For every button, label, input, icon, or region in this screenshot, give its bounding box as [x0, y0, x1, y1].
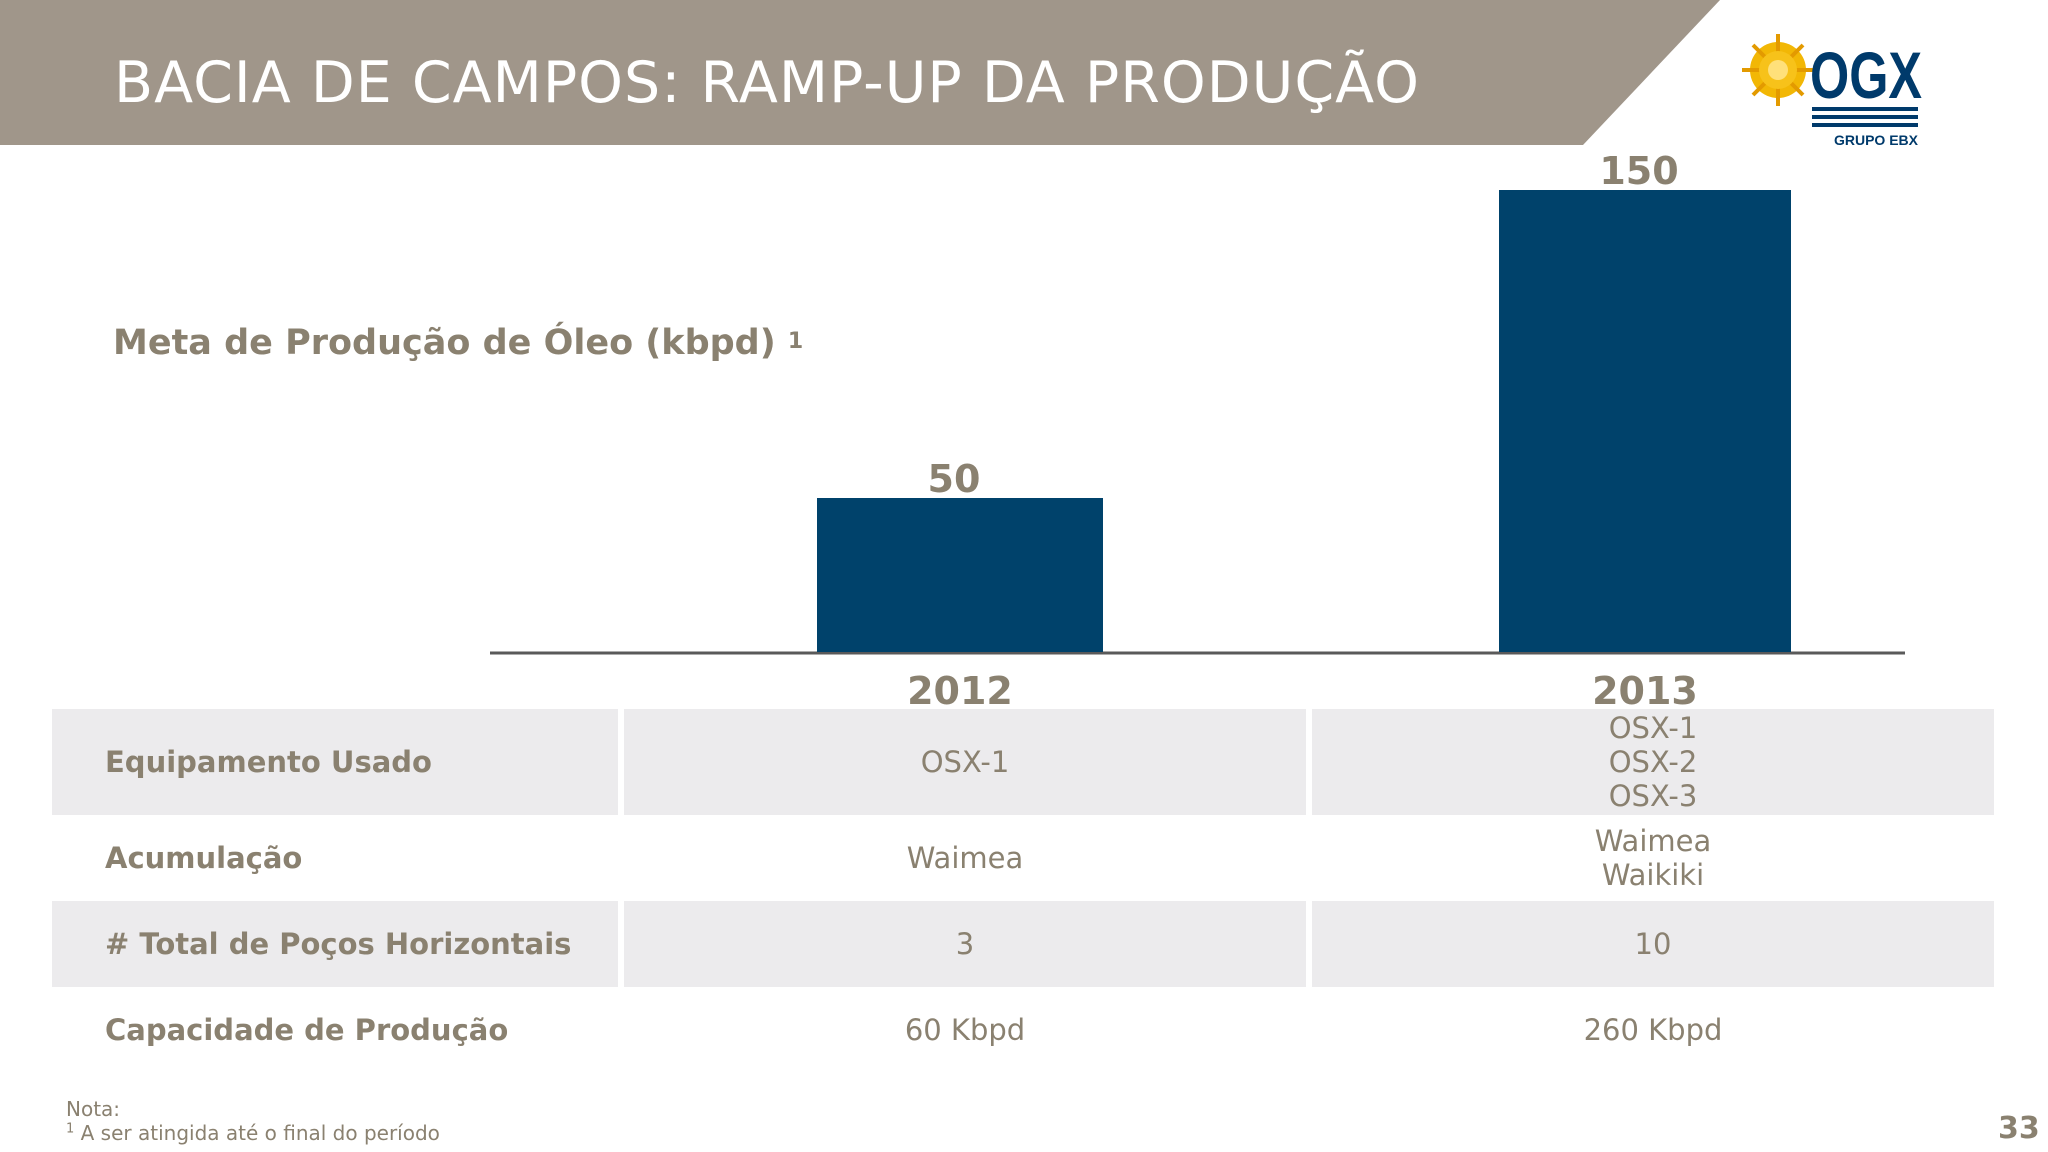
table-cell: 260 Kbpd [1312, 987, 1994, 1073]
row-label: Capacidade de Produção [105, 1013, 509, 1047]
x-tick-2013: 2013 [1592, 669, 1698, 713]
cell-line: OSX-3 [1608, 779, 1698, 813]
production-table: Equipamento Usado OSX-1 OSX-1 OSX-2 OSX-3 Acu… [46, 709, 2000, 1073]
row-label: Acumulação [105, 841, 303, 875]
cell-line: 10 [1634, 927, 1672, 961]
cell-line: OSX-1 [1608, 711, 1698, 745]
bar-2013 [1499, 190, 1791, 652]
cell-line: OSX-2 [1608, 745, 1698, 779]
footnote-heading: Nota: [66, 1097, 121, 1121]
table-cell: OSX-1 OSX-2 OSX-3 [1312, 709, 1994, 815]
table-row: # Total de Poços Horizontais 3 10 [52, 901, 1994, 987]
header-band [0, 0, 1720, 145]
page-number: 33 [1998, 1111, 2040, 1146]
slide-title: BACIA DE CAMPOS: RAMP-UP DA PRODUÇÃO [114, 50, 1421, 116]
cell-line: Waimea [906, 841, 1024, 875]
table-cell: Waimea Waikiki [1312, 815, 1994, 901]
table-row: Equipamento Usado OSX-1 OSX-1 OSX-2 OSX-3 [52, 709, 1994, 815]
production-bar-chart: 50 2012 150 2013 [490, 149, 1905, 713]
footnote-line: 1 A ser atingida até o final do período [66, 1121, 440, 1145]
cell-line: 260 Kbpd [1583, 1013, 1723, 1047]
sun-icon [1742, 34, 1814, 106]
data-label-2013: 150 [1599, 149, 1678, 193]
logo-brand: OGX [1810, 38, 1922, 112]
chart-title-footnote-marker: 1 [787, 329, 804, 354]
table-cell: 3 [624, 901, 1306, 987]
table-cell: 60 Kbpd [624, 987, 1306, 1073]
table-row: Acumulação Waimea Waimea Waikiki [52, 815, 1994, 901]
cell-line: OSX-1 [920, 745, 1010, 779]
table-row: Capacidade de Produção 60 Kbpd 260 Kbpd [52, 987, 1994, 1073]
x-tick-2012: 2012 [907, 669, 1013, 713]
row-label: Equipamento Usado [52, 709, 618, 815]
cell-line: Waikiki [1601, 858, 1705, 892]
bar-2012 [817, 498, 1103, 652]
cell-line: 60 Kbpd [904, 1013, 1026, 1047]
footnote: Nota: 1 A ser atingida até o final do pe… [66, 1097, 440, 1145]
cell-line: Waimea [1594, 824, 1712, 858]
footnote-marker: 1 [66, 1121, 75, 1137]
cell-line: 3 [955, 927, 975, 961]
data-label-2012: 50 [928, 457, 981, 501]
ogx-logo: OGX GRUPO EBX [1742, 34, 1922, 148]
row-label: # Total de Poços Horizontais [52, 901, 618, 987]
table-cell: Waimea [624, 815, 1306, 901]
table-cell: OSX-1 [624, 709, 1306, 815]
chart-title: Meta de Produção de Óleo (kbpd) 1 [113, 322, 803, 369]
footnote-text: A ser atingida até o final do período [80, 1121, 440, 1145]
table-cell: 10 [1312, 901, 1994, 987]
chart-title-text: Meta de Produção de Óleo (kbpd) [113, 323, 776, 363]
logo-subtitle: GRUPO EBX [1834, 132, 1919, 148]
